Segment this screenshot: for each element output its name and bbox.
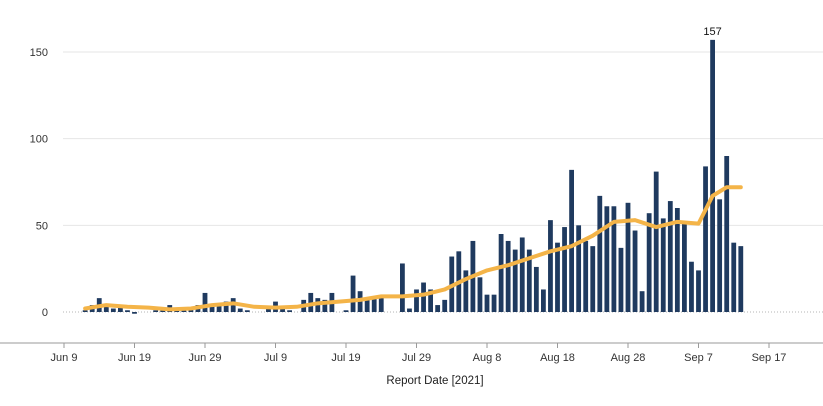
x-tick-label: Aug 8 — [473, 352, 502, 364]
data-labels: 157 — [703, 26, 721, 38]
y-tick-label: 150 — [30, 47, 48, 59]
bar — [696, 270, 701, 312]
bar — [343, 310, 349, 312]
bar — [632, 230, 638, 312]
x-tick-label: Jul 9 — [264, 352, 287, 364]
bar — [731, 242, 737, 312]
bar — [132, 312, 137, 314]
bar — [639, 291, 645, 312]
x-tick-label: Jul 29 — [402, 352, 431, 364]
bar — [153, 310, 159, 312]
bar — [237, 308, 243, 312]
bar — [498, 234, 504, 312]
bar — [202, 292, 208, 312]
bar — [125, 310, 130, 312]
bar — [414, 289, 419, 312]
bar — [646, 213, 652, 312]
bar — [322, 299, 328, 312]
bar — [442, 299, 448, 312]
bar — [618, 247, 624, 312]
bar — [738, 246, 744, 312]
bar — [371, 296, 377, 312]
bar — [576, 225, 582, 312]
bar — [660, 218, 666, 312]
bar — [604, 206, 610, 312]
x-axis-title: Report Date [2021] — [386, 375, 483, 387]
bar — [625, 202, 631, 312]
x-tick-label: Jun 19 — [118, 352, 151, 364]
x-tick-label: Aug 28 — [611, 352, 646, 364]
bar — [435, 305, 441, 312]
bar — [569, 169, 574, 312]
bar — [674, 208, 680, 312]
bar — [562, 227, 567, 312]
bar — [597, 195, 603, 312]
bar — [703, 166, 708, 312]
bar — [181, 310, 187, 312]
bar — [505, 240, 511, 312]
bar — [611, 206, 617, 312]
bar — [280, 308, 285, 312]
x-tick-label: Aug 18 — [540, 352, 575, 364]
y-tick-label: 100 — [30, 134, 48, 146]
bar — [350, 275, 356, 312]
bar — [555, 242, 560, 312]
y-tick-label: 50 — [36, 220, 48, 232]
bar — [519, 237, 525, 312]
bar — [717, 199, 723, 312]
bar — [653, 171, 659, 312]
bar — [244, 310, 250, 312]
bar — [512, 249, 518, 312]
bar — [583, 240, 589, 312]
bar — [103, 306, 109, 312]
bar — [209, 305, 215, 312]
bar — [491, 294, 497, 312]
bar — [710, 39, 715, 313]
x-tick-label: Jun 29 — [188, 352, 221, 364]
bar — [364, 298, 370, 312]
bar — [548, 220, 553, 312]
bar — [526, 249, 532, 312]
bar — [541, 289, 546, 312]
x-axis-ticks: Jun 9 Jun 19 Jun 29 Jul 9 Jul 19 Jul 29 Aug 8 A… — [51, 343, 787, 364]
x-tick-label: Jul 19 — [331, 352, 360, 364]
bar — [82, 310, 88, 312]
bar — [533, 266, 539, 312]
bar — [682, 221, 687, 312]
bar — [223, 301, 229, 312]
bar — [667, 201, 673, 312]
bar — [484, 294, 490, 312]
data-label: 157 — [703, 26, 721, 38]
bar — [118, 305, 123, 312]
bar — [428, 289, 433, 312]
bar — [477, 277, 483, 312]
y-axis-ticks: 0 50 100 150 — [30, 47, 48, 319]
bar — [216, 303, 222, 312]
bar — [110, 308, 116, 312]
bar — [724, 156, 730, 312]
x-tick-label: Sep 17 — [752, 352, 787, 364]
x-tick-label: Sep 7 — [684, 352, 713, 364]
bar — [407, 308, 412, 312]
bar — [287, 310, 292, 312]
bar — [378, 296, 384, 312]
bar — [266, 306, 271, 312]
bar — [421, 282, 426, 312]
y-tick-label: 0 — [42, 307, 48, 319]
x-tick-label: Jun 9 — [51, 352, 78, 364]
average-line — [83, 185, 743, 312]
bar-series — [82, 39, 744, 314]
bar — [689, 261, 694, 312]
bar — [463, 270, 469, 312]
gridlines — [63, 51, 823, 313]
bar — [400, 263, 405, 312]
bar — [590, 246, 596, 312]
